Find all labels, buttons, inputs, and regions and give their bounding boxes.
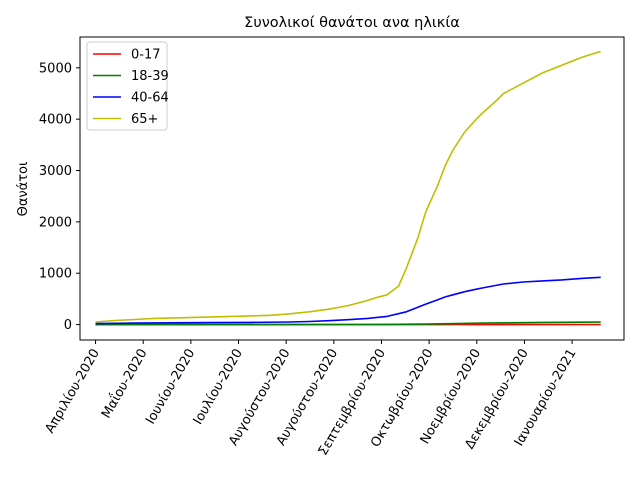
y-tick-label: 5000	[39, 61, 72, 76]
x-tick-label: Μαΐου-2020	[98, 346, 151, 421]
series-line-40-64	[95, 276, 601, 325]
y-tick-label: 2000	[39, 215, 72, 230]
x-tick-label: Ιουλίου-2020	[191, 347, 246, 428]
x-tick-label: Απριλίου-2020	[43, 347, 103, 437]
series-line-18-39	[95, 321, 601, 326]
y-tick-label: 0	[64, 318, 72, 333]
y-axis-label: Θανάτοι	[16, 162, 31, 217]
series-line-65+	[95, 50, 601, 323]
chart-title: Συνολικοί θανάτοι ανα ηλικία	[244, 15, 460, 31]
legend-label: 40-64	[131, 91, 169, 106]
legend-label: 65+	[131, 112, 158, 127]
legend-label: 18-39	[131, 69, 169, 84]
y-tick-label: 4000	[39, 113, 72, 128]
legend-label: 0-17	[131, 48, 161, 63]
legend-box	[86, 41, 168, 131]
x-tick-label: Ιουνίου-2020	[143, 347, 198, 427]
legend: 0-17 18-39 40-64 65+	[86, 41, 169, 131]
y-tick-label: 1000	[39, 267, 72, 282]
y-tick-label: 3000	[39, 164, 72, 179]
axes-frame	[79, 36, 625, 341]
